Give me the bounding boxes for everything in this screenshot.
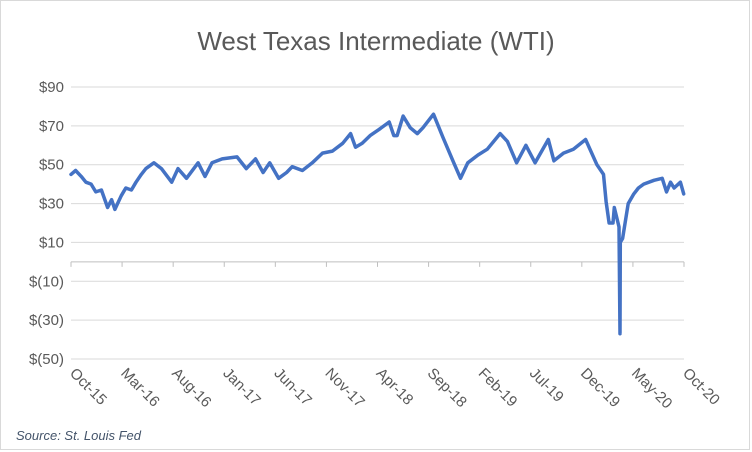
plot-area (71, 87, 684, 359)
x-tick-label: May-20 (628, 365, 675, 412)
x-axis (70, 261, 685, 267)
chart-title: West Texas Intermediate (WTI) (197, 26, 555, 56)
x-tick-label: Mar-16 (117, 365, 163, 411)
y-tick-label: $(30) (29, 312, 64, 329)
y-tick-label: $50 (39, 157, 64, 174)
gridlines (71, 86, 684, 360)
y-tick-label: $10 (39, 234, 64, 251)
source-note: Source: St. Louis Fed (16, 428, 142, 443)
series-line-wti (69, 112, 686, 336)
x-axis-ticks: Oct-15 Mar-16 Aug-16 Jan-17 Jun-17 Nov-17 Apr-… (66, 365, 723, 412)
y-axis-ticks: $90 $70 $50 $30 $10 $(10) $(30) $(50) (29, 79, 64, 368)
x-tick-label: Jun-17 (271, 365, 315, 409)
x-tick-label: Apr-18 (373, 365, 417, 409)
y-tick-label: $70 (39, 118, 64, 135)
series-lines (69, 112, 686, 336)
y-tick-label: $30 (39, 196, 64, 213)
x-tick-label: Jul-19 (526, 365, 567, 406)
x-tick-label: Aug-16 (168, 365, 214, 411)
y-tick-label: $(10) (29, 273, 64, 290)
x-tick-label: Sep-18 (424, 365, 470, 411)
y-tick-label: $90 (39, 79, 64, 96)
x-tick-label: Oct-20 (679, 365, 723, 409)
x-tick-label: Jan-17 (219, 365, 263, 409)
x-tick-label: Nov-17 (322, 365, 368, 411)
y-tick-label: $(50) (29, 351, 64, 368)
x-tick-label: Dec-19 (577, 365, 623, 411)
x-tick-label: Oct-15 (66, 365, 110, 409)
x-tick-label: Feb-19 (475, 365, 521, 411)
